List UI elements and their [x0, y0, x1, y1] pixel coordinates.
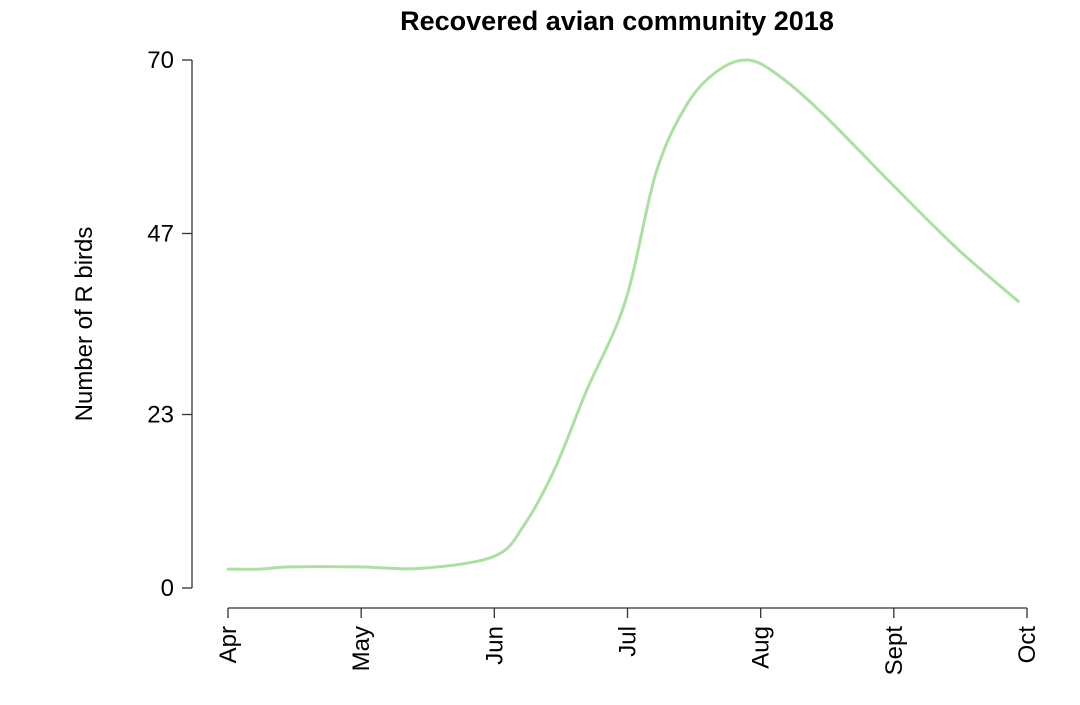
x-tick-label: Sept: [881, 626, 908, 676]
x-tick-label: Apr: [215, 626, 242, 663]
x-tick-label: May: [348, 626, 375, 671]
x-tick-label: Jul: [615, 626, 642, 657]
y-tick-label: 70: [147, 47, 174, 74]
series-line: [226, 58, 1020, 571]
x-tick-label: Oct: [1014, 626, 1041, 664]
y-tick-label: 23: [147, 402, 174, 429]
x-ticks: Apr May Jun Jul Aug Sept Oct: [215, 608, 1041, 675]
y-tick-label: 0: [161, 575, 174, 602]
x-tick-label: Jun: [481, 626, 508, 665]
y-axis-label: Number of R birds: [71, 227, 98, 422]
chart-title: Recovered avian community 2018: [400, 6, 834, 36]
y-tick-label: 47: [147, 220, 174, 247]
x-tick-label: Aug: [748, 626, 775, 669]
y-ticks: 0 23 47 70: [147, 47, 192, 602]
